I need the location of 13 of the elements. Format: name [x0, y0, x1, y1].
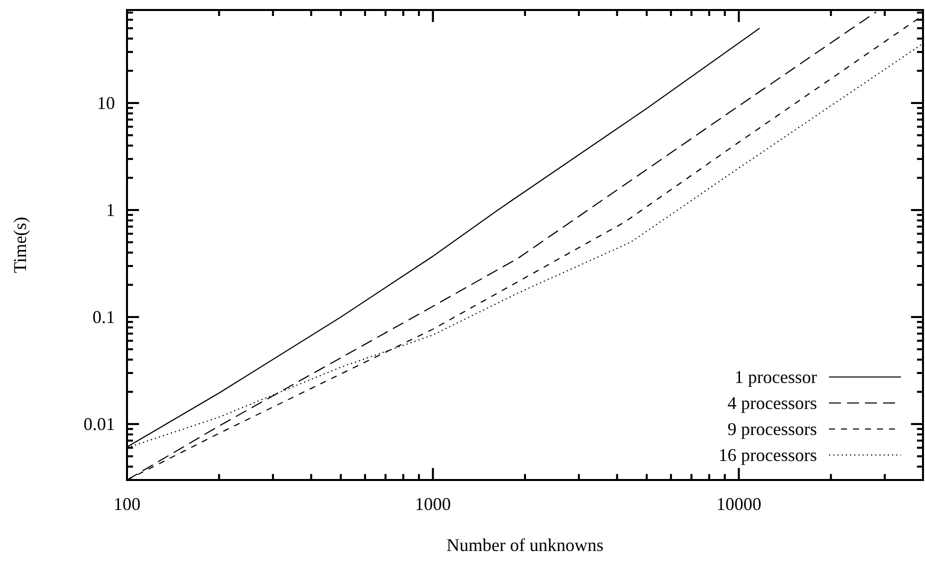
- legend-label: 1 processor: [734, 367, 817, 387]
- x-tick-label: 1000: [414, 494, 451, 514]
- legend-label: 4 processors: [728, 393, 817, 413]
- y-axis-title: Time(s): [10, 216, 30, 274]
- x-axis-title: Number of unknowns: [446, 535, 604, 555]
- y-tick-label: 0.1: [92, 307, 115, 328]
- y-tick-label: 0.01: [84, 414, 115, 434]
- y-tick-label: 1: [106, 200, 115, 220]
- legend-label: 9 processors: [728, 419, 817, 439]
- legend-label: 16 processors: [718, 445, 817, 465]
- x-tick-label: 10000: [716, 494, 762, 514]
- y-tick-label: 10: [97, 93, 115, 114]
- x-tick-label: 100: [114, 494, 140, 514]
